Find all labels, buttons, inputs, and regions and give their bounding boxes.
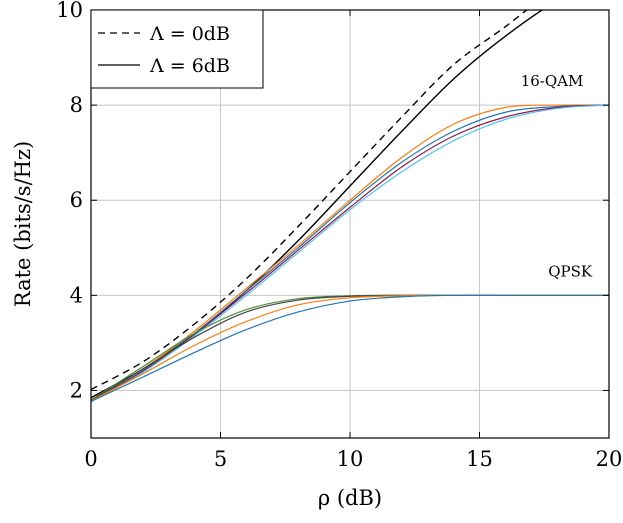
annotations: 16-QAM QPSK	[521, 72, 593, 280]
legend-label-0db: Λ = 0dB	[149, 23, 230, 45]
legend: Λ = 0dB Λ = 6dB	[91, 10, 263, 88]
x-tick-label: 0	[84, 447, 97, 471]
y-tick-label: 4	[70, 283, 83, 307]
x-axis-label: ρ (dB)	[318, 486, 382, 510]
annotation-label: QPSK	[548, 262, 593, 280]
y-tick-label: 6	[70, 188, 83, 212]
y-tick-label: 2	[70, 378, 83, 402]
legend-label-6db: Λ = 6dB	[149, 55, 230, 77]
x-tick-label: 20	[596, 447, 623, 471]
y-axis-label: Rate (bits/s/Hz)	[11, 141, 35, 307]
y-tick-label: 8	[70, 93, 83, 117]
annotation-label: 16-QAM	[521, 72, 584, 90]
x-tick-label: 10	[337, 447, 364, 471]
x-tick-label: 5	[214, 447, 227, 471]
x-tick-label: 15	[466, 447, 493, 471]
y-tick-label: 10	[56, 0, 83, 22]
